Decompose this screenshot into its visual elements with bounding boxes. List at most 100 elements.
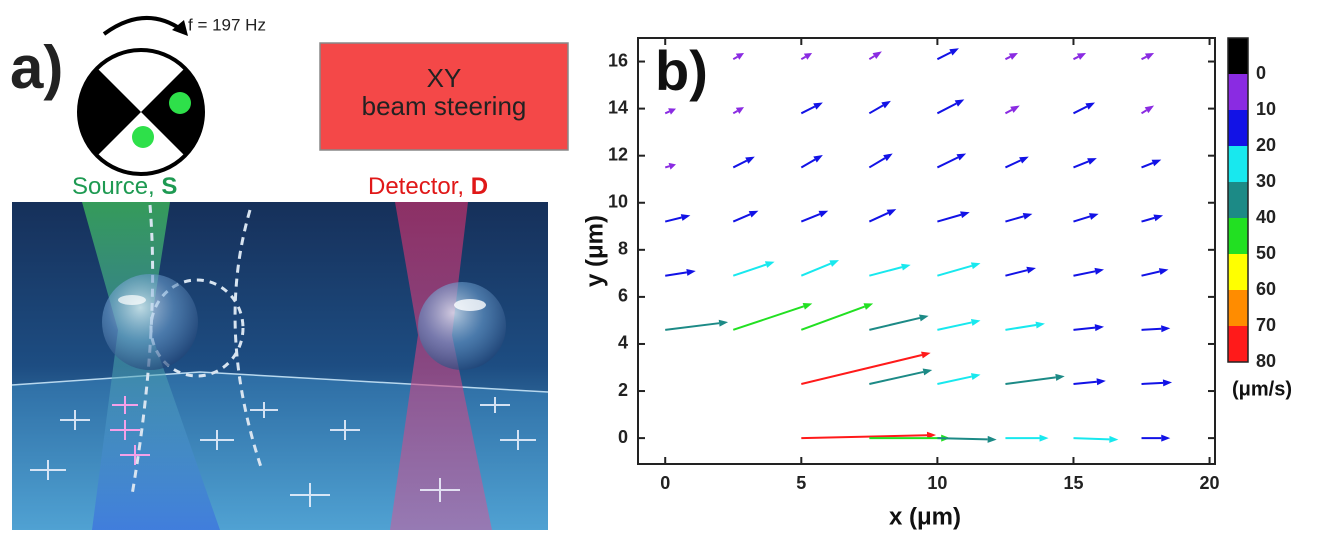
arrow (801, 352, 930, 384)
arrow-shaft (937, 52, 951, 59)
arrow (1142, 379, 1173, 386)
arrow-shaft (1073, 216, 1090, 221)
arrow-shaft (937, 103, 956, 113)
panel-label: a) (10, 34, 63, 101)
arrow-shaft (665, 111, 669, 113)
colorbar-tick-label: 20 (1256, 135, 1276, 155)
arrow-head (1095, 324, 1104, 331)
arrow (1005, 53, 1018, 60)
arrow-shaft (1073, 271, 1095, 275)
arrow (1005, 267, 1036, 276)
colorbar-tick-label: 50 (1256, 243, 1276, 263)
arrow-shaft (1073, 57, 1078, 59)
arrow-shaft (665, 272, 687, 275)
arrow-shaft (801, 264, 830, 276)
arrow-head (829, 260, 839, 267)
detector-text: Detector, (368, 173, 471, 200)
y-tick-label: 8 (618, 239, 628, 259)
arrow-head (1036, 322, 1045, 329)
arrow-shaft (801, 307, 864, 330)
arrow-head (1097, 378, 1106, 385)
arrow-shaft (937, 215, 961, 222)
colorbar-tick-label: 10 (1256, 99, 1276, 119)
arrow-shaft (1005, 216, 1023, 221)
arrow-head (1145, 106, 1154, 114)
colorbar-band (1228, 74, 1248, 110)
colorbar-band (1228, 254, 1248, 290)
arrow-head (971, 319, 981, 326)
arrow-shaft (937, 438, 987, 439)
arrow (1142, 268, 1169, 276)
arrow-shaft (937, 266, 971, 276)
x-axis-label: x (μm) (889, 503, 961, 530)
arrow (801, 102, 823, 113)
source-letter: S (161, 173, 177, 200)
plot-frame (638, 38, 1215, 464)
arrow-head (923, 369, 933, 376)
arrow-head (1159, 268, 1169, 275)
arrow (937, 211, 969, 221)
arrow-shaft (1142, 272, 1160, 276)
arrow-shaft (869, 105, 883, 113)
arrow (1073, 436, 1118, 443)
colorbar-band (1228, 146, 1248, 182)
arrow-head (873, 51, 882, 59)
arrow (665, 320, 728, 330)
arrow-head (1109, 436, 1118, 443)
arrow-shaft (1005, 110, 1011, 113)
arrow-head (813, 155, 823, 163)
arrow (801, 211, 828, 222)
arrow-head (971, 373, 981, 380)
colorbar-band (1228, 326, 1248, 362)
arrow (1005, 106, 1019, 114)
arrow-shaft (869, 318, 920, 330)
arrow-head (881, 101, 891, 109)
arrow (801, 260, 839, 276)
arrow-head (1163, 379, 1172, 386)
arrow (733, 107, 744, 114)
arrow (1005, 435, 1048, 442)
arrow (1142, 325, 1171, 332)
y-tick-label: 4 (618, 333, 628, 353)
arrow (937, 48, 959, 59)
y-tick-label: 14 (608, 97, 628, 117)
arrow (1073, 378, 1105, 385)
arrow-shaft (869, 267, 902, 276)
arrow-shaft (1005, 270, 1027, 276)
arrow-head (1040, 435, 1049, 442)
arrow-head (669, 163, 676, 170)
colorbar-label: (μm/s) (1232, 378, 1292, 400)
arrow (869, 51, 882, 59)
x-tick-label: 15 (1063, 473, 1083, 493)
arrow-shaft (869, 372, 923, 384)
colorbar-tick-label: 60 (1256, 279, 1276, 299)
y-tick-label: 12 (608, 144, 628, 164)
arrow (1142, 160, 1162, 168)
arrow-head (901, 264, 911, 271)
arrow (869, 315, 928, 330)
arrow (733, 157, 755, 168)
arrow-head (1019, 157, 1029, 164)
detector-letter: D (471, 173, 488, 200)
x-tick-label: 0 (660, 473, 670, 493)
arrow-shaft (869, 158, 885, 167)
y-tick-label: 16 (608, 50, 628, 70)
arrow-shaft (733, 214, 750, 221)
arrow (1142, 53, 1155, 60)
arrow-head (803, 303, 813, 310)
arrow-shaft (801, 214, 820, 222)
arrow-head (819, 211, 829, 218)
arrow (937, 262, 980, 275)
arrow-shaft (937, 322, 971, 329)
arrow-shaft (665, 323, 719, 330)
arrow-head (1089, 213, 1099, 220)
illustration (12, 202, 548, 530)
arrow-shaft (733, 306, 804, 330)
arrow-head (1010, 106, 1020, 113)
arrow-head (1161, 325, 1170, 332)
arrow (665, 163, 676, 170)
arrow (937, 99, 964, 113)
arrow-shaft (1073, 328, 1095, 330)
y-axis-label: y (μm) (581, 215, 608, 287)
arrow-shaft (1073, 106, 1087, 113)
